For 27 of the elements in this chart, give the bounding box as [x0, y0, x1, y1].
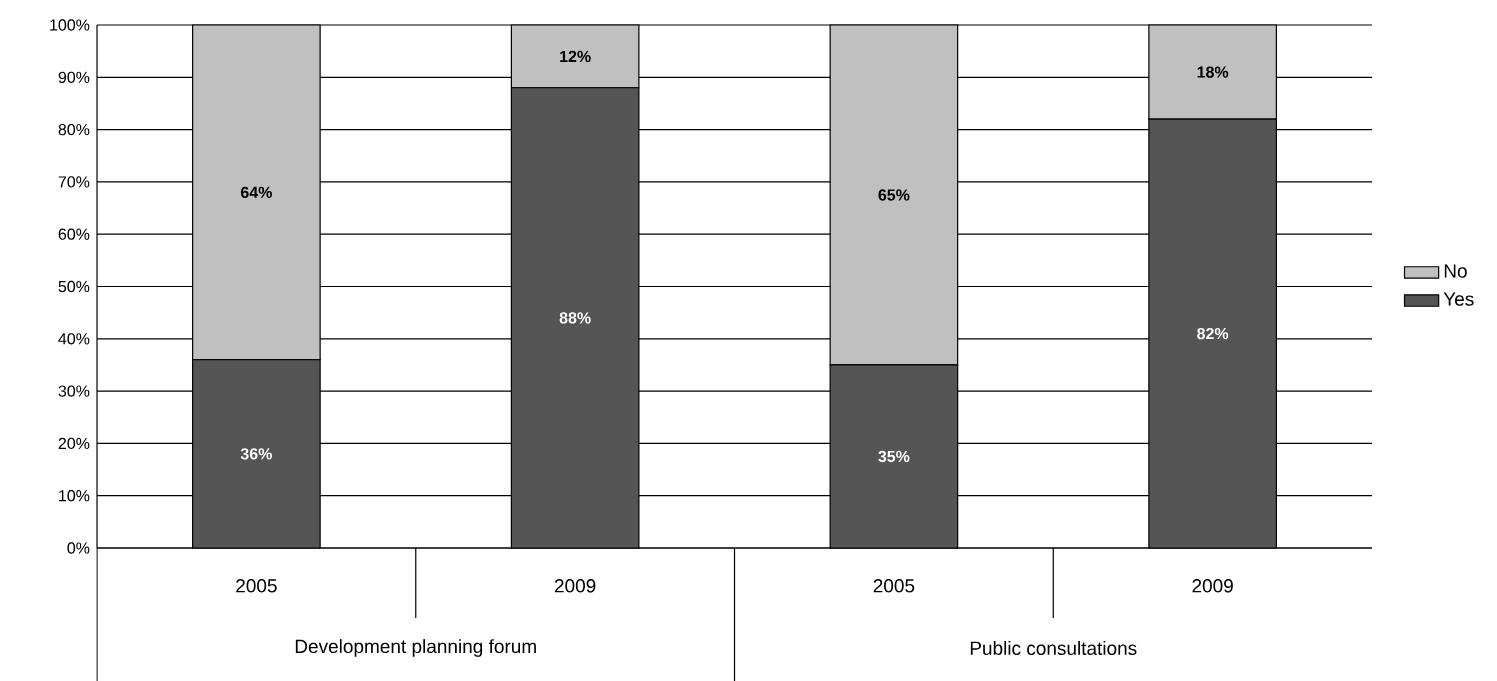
- y-tick-label: 100%: [50, 19, 90, 31]
- data-label: 88%: [559, 312, 591, 324]
- y-tick-label: 30%: [58, 385, 90, 397]
- data-label: 12%: [560, 50, 591, 63]
- y-tick-label: 0%: [67, 542, 90, 554]
- y-tick-label: 90%: [58, 71, 90, 83]
- x-tick-label: 2009: [554, 579, 596, 593]
- y-tick-label: 40%: [58, 333, 90, 345]
- legend-label: Yes: [1443, 292, 1474, 306]
- x-tick-label: 2005: [873, 579, 915, 593]
- data-label: 64%: [240, 186, 272, 199]
- data-label: 35%: [878, 450, 910, 463]
- text: Development planning forum: [295, 639, 536, 657]
- x-tick-label: 2009: [1192, 579, 1233, 593]
- y-tick-label: 20%: [58, 437, 90, 450]
- data-label: 18%: [1197, 66, 1229, 78]
- text: Public consultations: [970, 641, 1137, 655]
- y-tick-label: 60%: [58, 228, 90, 240]
- y-tick-label: 50%: [58, 280, 90, 293]
- y-tick-label: 80%: [58, 123, 90, 136]
- data-label: 65%: [878, 189, 910, 201]
- y-tick-label: 70%: [58, 176, 90, 188]
- x-tick-label: 2005: [236, 579, 277, 593]
- legend-label: No: [1444, 264, 1467, 278]
- data-label: 82%: [1197, 327, 1229, 340]
- y-tick-label: 10%: [59, 490, 90, 502]
- data-label: 36%: [240, 448, 272, 460]
